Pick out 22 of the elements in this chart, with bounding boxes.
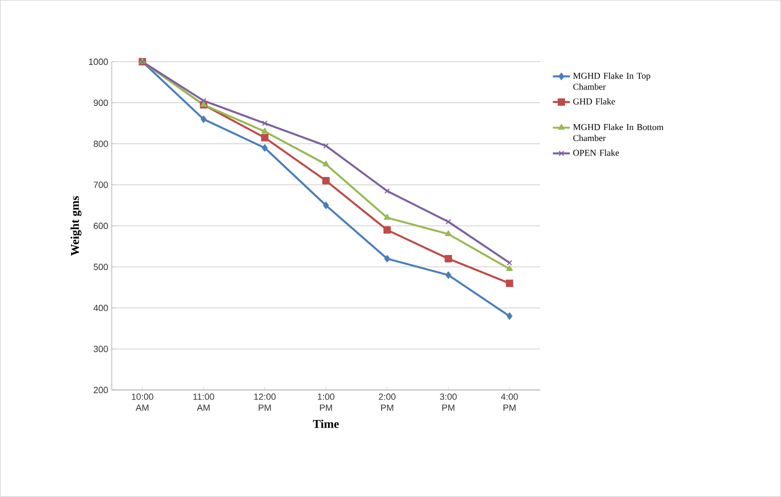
y-tick-label: 300 [94,346,108,352]
x-tick-label: 3:00 PM [440,394,457,411]
y-tick-label: 400 [94,304,108,312]
legend-label: MGHD Flake In Top Chamber [573,72,650,90]
y-axis-title: Weight gms [70,196,82,256]
y-tick-label: 600 [94,222,108,230]
x-tick-label: 1:00 PM [318,394,334,411]
x-tick-label: 2:00 PM [378,394,396,411]
y-tick-label: 200 [94,386,108,394]
y-tick-label: 500 [94,264,108,270]
y-tick-label: 700 [94,182,108,188]
legend-label: GHD Flake [573,98,615,105]
x-tick-label: 4:00 PM [500,394,518,411]
y-tick-label: 900 [94,100,108,106]
y-tick-label: 1000 [89,58,108,66]
y-tick-label: 800 [94,140,108,148]
x-axis-title: Time [312,420,339,428]
x-tick-label: 12:00 PM [254,394,276,411]
legend-label: OPEN Flake [573,150,619,156]
x-tick-label: 11:00 AM [193,394,214,411]
x-tick-label: 10:00 AM [132,394,154,411]
legend-label: MGHD Flake In Bottom Chamber [573,124,664,142]
